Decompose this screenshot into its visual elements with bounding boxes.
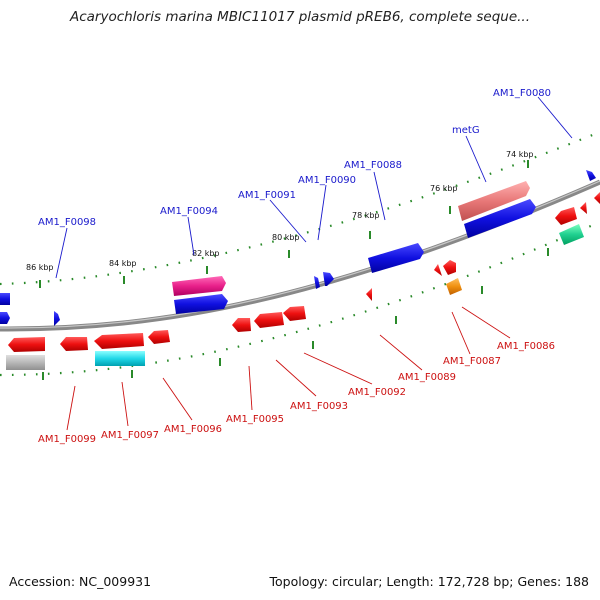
gene-label-AM1_F0087[interactable]: AM1_F0087 (443, 356, 501, 367)
reverse-features (6, 192, 600, 370)
leader-line (66, 385, 76, 431)
gene-feature-AM1_F0094[interactable] (172, 276, 226, 296)
scale-label-76: 76 kbp (430, 184, 458, 193)
gene-label-AM1_F0089[interactable]: AM1_F0089 (398, 372, 456, 383)
gene-feature[interactable] (580, 202, 587, 214)
gene-feature-AM1_F0090[interactable] (323, 272, 334, 286)
gene-label-AM1_F0095[interactable]: AM1_F0095 (226, 414, 284, 425)
gene-feature[interactable] (559, 224, 584, 245)
leader-line (187, 216, 195, 256)
gene-feature[interactable] (0, 293, 10, 305)
leader-line (55, 227, 68, 279)
backbone-highlight (0, 180, 600, 329)
major-ticks-outer (39, 160, 529, 288)
gene-feature-AM1_F0080[interactable] (586, 170, 596, 181)
reverse-leaders (66, 306, 511, 431)
gene-feature[interactable] (6, 355, 45, 370)
gene-feature[interactable] (60, 337, 88, 351)
scale-label-82: 82 kbp (192, 249, 220, 258)
inner-scale-ring (0, 220, 600, 377)
gene-label-AM1_F0098[interactable]: AM1_F0098 (38, 217, 96, 228)
outer-scale-ring (0, 130, 600, 286)
gene-label-AM1_F0080[interactable]: AM1_F0080 (493, 88, 551, 99)
gene-label-AM1_F0086[interactable]: AM1_F0086 (497, 341, 555, 352)
leader-line (379, 334, 423, 371)
leader-line (269, 199, 307, 243)
gene-feature[interactable] (0, 312, 10, 324)
gene-label-AM1_F0094[interactable]: AM1_F0094 (160, 206, 218, 217)
accession-text: Accession: NC_009931 (9, 574, 152, 589)
leader-line (451, 311, 471, 355)
topology-summary: Topology: circular; Length: 172,728 bp; … (269, 574, 590, 589)
gene-feature-AM1_F0096[interactable] (148, 330, 170, 344)
gene-feature-AM1_F0092[interactable] (283, 306, 306, 321)
gene-feature-AM1_F0086[interactable] (446, 278, 462, 295)
leader-line (303, 352, 373, 385)
scale-label-80: 80 kbp (272, 233, 300, 242)
leader-line (373, 171, 386, 221)
scale-label-78: 78 kbp (352, 211, 380, 220)
gene-label-AM1_F0096[interactable]: AM1_F0096 (164, 424, 222, 435)
gene-label-AM1_F0097[interactable]: AM1_F0097 (101, 430, 159, 441)
scale-label-74: 74 kbp (506, 150, 534, 159)
gene-feature-AM1_F0093[interactable] (254, 312, 284, 328)
gene-feature-AM1_F0087[interactable] (443, 260, 456, 275)
leader-line (121, 381, 129, 427)
gene-label-metG[interactable]: metG (452, 125, 480, 136)
gene-label-AM1_F0088[interactable]: AM1_F0088 (344, 160, 402, 171)
gene-feature-AM1_F0097[interactable] (94, 333, 144, 349)
gene-feature-AM1_F0095[interactable] (232, 318, 251, 332)
leader-line (248, 365, 253, 411)
leader-line (465, 135, 487, 183)
scale-label-86: 86 kbp (26, 263, 54, 272)
gene-feature[interactable] (54, 311, 60, 326)
map-title: Acaryochloris marina MBIC11017 plasmid p… (69, 9, 531, 25)
leader-line (317, 184, 327, 241)
leader-line (275, 359, 317, 397)
gene-feature[interactable] (555, 207, 577, 225)
leader-line (537, 96, 573, 139)
gene-feature[interactable] (464, 199, 536, 238)
gene-feature[interactable] (174, 294, 228, 314)
gene-label-AM1_F0093[interactable]: AM1_F0093 (290, 401, 348, 412)
leader-line (162, 377, 193, 421)
gene-feature[interactable] (95, 351, 145, 366)
gene-feature[interactable] (594, 192, 600, 204)
gene-feature-AM1_F0089[interactable] (366, 288, 372, 301)
gene-feature-AM1_F0088[interactable] (368, 243, 424, 273)
gene-feature-AM1_F0099[interactable] (8, 337, 45, 352)
forward-features (0, 170, 596, 326)
gene-feature-metG[interactable] (458, 181, 530, 221)
leader-line (461, 306, 511, 339)
forward-leaders (55, 96, 573, 279)
scale-label-84: 84 kbp (109, 259, 137, 268)
gene-label-AM1_F0090[interactable]: AM1_F0090 (298, 175, 356, 186)
gene-label-AM1_F0092[interactable]: AM1_F0092 (348, 387, 406, 398)
gene-label-AM1_F0099[interactable]: AM1_F0099 (38, 434, 96, 445)
major-ticks-inner (42, 248, 549, 380)
gene-feature-AM1_F0091[interactable] (314, 276, 320, 289)
gene-label-AM1_F0091[interactable]: AM1_F0091 (238, 190, 296, 201)
gene-feature[interactable] (434, 264, 442, 276)
